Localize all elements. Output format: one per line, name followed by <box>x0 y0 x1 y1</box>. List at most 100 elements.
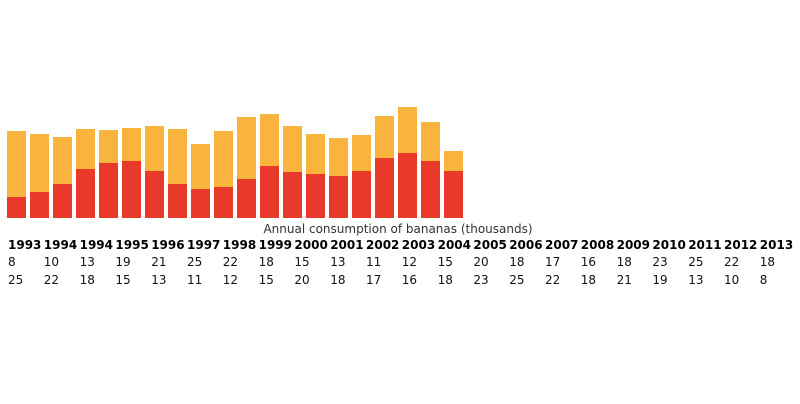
year-label-15: 2007 <box>545 238 578 252</box>
bar-orange-10 <box>237 117 256 179</box>
bar-red-4 <box>99 163 118 218</box>
year-label-6: 1998 <box>223 238 256 252</box>
bar-red-3 <box>76 169 95 218</box>
bar-orange-0 <box>7 131 26 197</box>
year-label-20: 2012 <box>724 238 757 252</box>
row2-value-10: 17 <box>366 273 381 287</box>
row1-value-8: 15 <box>294 255 309 269</box>
bar-orange-8 <box>191 144 210 189</box>
bar-red-2 <box>53 184 72 218</box>
year-label-0: 1993 <box>8 238 41 252</box>
row1-value-11: 12 <box>402 255 417 269</box>
row2-value-5: 11 <box>187 273 202 287</box>
row2-value-3: 15 <box>115 273 130 287</box>
year-label-13: 2005 <box>473 238 506 252</box>
row2-value-15: 22 <box>545 273 560 287</box>
bar-red-1 <box>30 192 49 218</box>
row2-value-21: 8 <box>760 273 768 287</box>
year-label-1: 1994 <box>44 238 77 252</box>
year-label-7: 1999 <box>259 238 292 252</box>
row1-value-19: 25 <box>688 255 703 269</box>
row1-value-7: 18 <box>259 255 274 269</box>
bar-red-18 <box>421 161 440 218</box>
bar-red-9 <box>214 187 233 218</box>
year-labels-row: 1993 1994 1994 1995 1996 1997 1998 1999 2000 2001… <box>8 238 793 252</box>
values-row-1: 8 10 13 19 21 25 22 18 15 13 11 12 15 20 18 17 16 18 23 25 2… <box>8 255 775 269</box>
row1-value-14: 18 <box>509 255 524 269</box>
bar-orange-14 <box>329 138 348 176</box>
row2-value-0: 25 <box>8 273 23 287</box>
bar-orange-6 <box>145 126 164 171</box>
year-label-19: 2011 <box>688 238 721 252</box>
bar-orange-3 <box>76 129 95 169</box>
bar-orange-11 <box>260 114 279 166</box>
row2-value-17: 21 <box>617 273 632 287</box>
bars-layer <box>7 107 463 218</box>
bar-orange-16 <box>375 116 394 158</box>
bar-red-15 <box>352 171 371 218</box>
bar-red-14 <box>329 176 348 218</box>
row1-value-21: 18 <box>760 255 775 269</box>
row1-value-20: 22 <box>724 255 739 269</box>
row1-value-13: 20 <box>473 255 488 269</box>
row2-value-16: 18 <box>581 273 596 287</box>
row2-value-18: 19 <box>652 273 667 287</box>
bar-orange-1 <box>30 134 49 192</box>
row2-value-7: 15 <box>259 273 274 287</box>
bar-red-8 <box>191 189 210 218</box>
row1-value-5: 25 <box>187 255 202 269</box>
bar-red-7 <box>168 184 187 218</box>
year-label-4: 1996 <box>151 238 184 252</box>
bar-orange-12 <box>283 126 302 172</box>
bar-orange-2 <box>53 137 72 184</box>
bar-red-6 <box>145 171 164 218</box>
bar-red-16 <box>375 158 394 218</box>
bar-red-17 <box>398 153 417 218</box>
row1-value-18: 23 <box>652 255 667 269</box>
row1-value-6: 22 <box>223 255 238 269</box>
bar-red-11 <box>260 166 279 218</box>
row2-value-20: 10 <box>724 273 739 287</box>
row1-value-17: 18 <box>617 255 632 269</box>
chart-caption: Annual consumption of bananas (thousands… <box>263 222 532 236</box>
row1-value-3: 19 <box>115 255 130 269</box>
row2-value-1: 22 <box>44 273 59 287</box>
row1-value-1: 10 <box>44 255 59 269</box>
bar-red-13 <box>306 174 325 218</box>
year-label-14: 2006 <box>509 238 542 252</box>
bar-red-0 <box>7 197 26 218</box>
row2-value-12: 18 <box>438 273 453 287</box>
row1-value-10: 11 <box>366 255 381 269</box>
row1-value-9: 13 <box>330 255 345 269</box>
row2-value-2: 18 <box>80 273 95 287</box>
bar-orange-4 <box>99 130 118 163</box>
bar-orange-9 <box>214 131 233 187</box>
row2-value-6: 12 <box>223 273 238 287</box>
row2-value-8: 20 <box>294 273 309 287</box>
bar-orange-7 <box>168 129 187 184</box>
row2-value-11: 16 <box>402 273 417 287</box>
year-label-10: 2002 <box>366 238 399 252</box>
year-label-2: 1994 <box>80 238 113 252</box>
bar-orange-13 <box>306 134 325 174</box>
values-row-2: 25 22 18 15 13 11 12 15 20 18 17 16 18 23 25 22 18 21 19 13… <box>8 273 767 287</box>
bar-orange-15 <box>352 135 371 171</box>
bar-orange-18 <box>421 122 440 161</box>
year-label-18: 2010 <box>652 238 685 252</box>
year-label-17: 2009 <box>617 238 650 252</box>
year-label-21: 2013 <box>760 238 793 252</box>
row2-value-13: 23 <box>473 273 488 287</box>
row2-value-4: 13 <box>151 273 166 287</box>
row1-value-12: 15 <box>438 255 453 269</box>
year-label-12: 2004 <box>438 238 471 252</box>
bar-red-12 <box>283 172 302 218</box>
row1-value-16: 16 <box>581 255 596 269</box>
year-label-9: 2001 <box>330 238 363 252</box>
year-label-16: 2008 <box>581 238 614 252</box>
bar-red-19 <box>444 171 463 218</box>
bar-orange-5 <box>122 128 141 161</box>
bar-orange-17 <box>398 107 417 153</box>
row2-value-14: 25 <box>509 273 524 287</box>
